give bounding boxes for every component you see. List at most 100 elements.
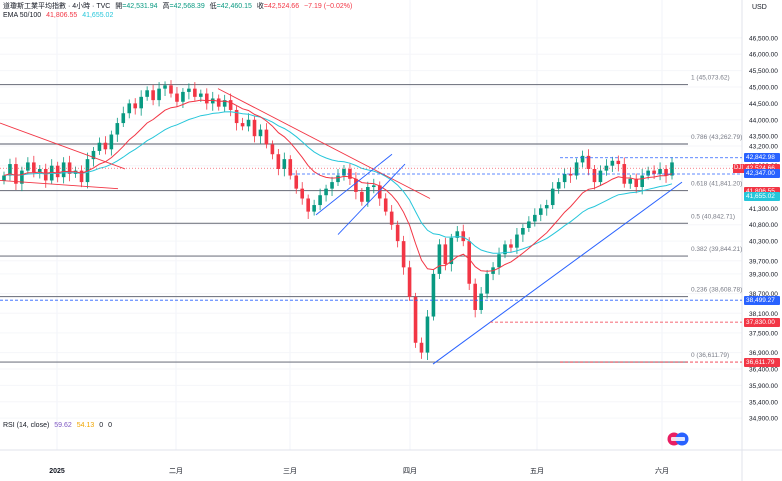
ema100-line [3,111,673,254]
candle [509,239,513,253]
candle [282,152,287,177]
candle [175,87,179,107]
candle [133,98,138,115]
candle [139,90,143,116]
price-tag: 42,842.98 [744,153,780,163]
candle [610,156,615,172]
candle [79,165,84,188]
candle [407,260,412,301]
fib-level-label: 0 (36,611.79) [691,352,729,359]
candle [431,269,436,321]
y-tick-label: 39,300.00 [749,271,778,278]
down-trendline[interactable] [217,88,431,199]
fib-level-label: 0.618 (41,841.20) [691,181,742,188]
down-channel-lower[interactable] [0,180,119,190]
candle [497,247,501,275]
candle [521,224,525,242]
y-tick-label: 39,700.00 [749,258,778,265]
fib-level-label: 1 (45,073.62) [691,75,730,82]
down-channel-upper[interactable] [0,122,126,170]
candle [527,216,531,232]
rsi-legend: RSI (14, close) 59.62 54.13 0 0 [3,421,115,430]
y-tick-label: 38,100.00 [749,311,778,318]
candle [127,99,132,119]
rising-channel-upper[interactable] [337,163,406,235]
candle [216,94,221,111]
candle [598,165,603,187]
candle [306,194,310,219]
candle [455,226,460,242]
fib-retracement[interactable]: 1 (45,073.62) 0.786 (43,262.79) 0.618 (41,… [0,75,742,363]
candle [157,82,161,107]
x-tick-label: 五月 [530,467,544,475]
candle [109,130,114,156]
trend-drawings[interactable] [0,88,742,365]
low-value: =42,460.15 [216,3,252,10]
candle [121,106,126,128]
rsi-value-4: 0 [108,422,112,429]
y-tick-label: 34,900.00 [749,416,778,423]
candle [169,80,173,98]
candle [449,233,454,272]
candle [437,239,442,279]
candle [204,88,209,110]
y-tick-label: 36,400.00 [749,367,778,374]
y-tick-label: 36,900.00 [749,350,778,357]
close-value: =42,524.66 [263,3,300,10]
rsi-value-1: 59.62 [54,422,72,429]
candle [8,158,12,181]
candle [634,173,639,194]
high-value: =42,568.39 [169,3,205,10]
candle [2,171,6,185]
candle [533,208,537,227]
candle [461,224,466,247]
y-tick-label: 46,000.00 [749,52,778,59]
candle [485,269,489,299]
candle [228,93,233,117]
candle [586,149,591,176]
uptrend-line[interactable] [432,181,683,365]
high-label: 高 [162,3,170,10]
y-tick-label: 45,000.00 [749,85,778,92]
price-tag: 41,806.55 [744,187,780,197]
candle [628,174,633,189]
candle [240,117,245,131]
rising-channel-lower[interactable] [315,153,393,216]
candle [115,117,120,142]
candle [383,193,388,216]
candle [562,168,567,189]
y-tick-label: 35,900.00 [749,383,778,390]
chart-header: 道瓊斯工業平均指數 · 4小時 · TVC 開=42,531.94 高=42,5… [3,2,355,11]
candle [389,205,394,230]
candle [443,237,448,271]
candle [550,182,555,209]
y-tick-label: 35,400.00 [749,399,778,406]
candle [20,166,24,192]
open-label: 開 [115,3,123,10]
candle [413,292,418,348]
x-tick-label: 2025 [49,468,65,475]
candle [467,237,472,290]
candle [294,170,299,194]
candle [264,123,269,149]
candles [2,80,674,360]
close-label: 收 [256,3,264,10]
low-label: 低 [209,3,217,10]
candle [97,137,102,155]
candle [419,337,424,359]
y-tick-label: 43,500.00 [749,134,778,141]
candle [270,140,275,160]
candle [324,184,328,202]
candle [318,188,322,211]
candle [55,161,60,183]
candle [210,91,215,111]
ema-legend: EMA 50/100 41,806.55 41,655.02 [3,11,116,20]
candle [354,172,358,200]
rsi-label: RSI (14, close) [3,422,50,429]
candle [288,155,293,180]
candle [544,199,549,216]
y-tick-label: 44,000.00 [749,117,778,124]
symbol-title: 道瓊斯工業平均指數 · 4小時 · TVC [3,3,111,10]
rsi-value-3: 0 [99,422,104,429]
